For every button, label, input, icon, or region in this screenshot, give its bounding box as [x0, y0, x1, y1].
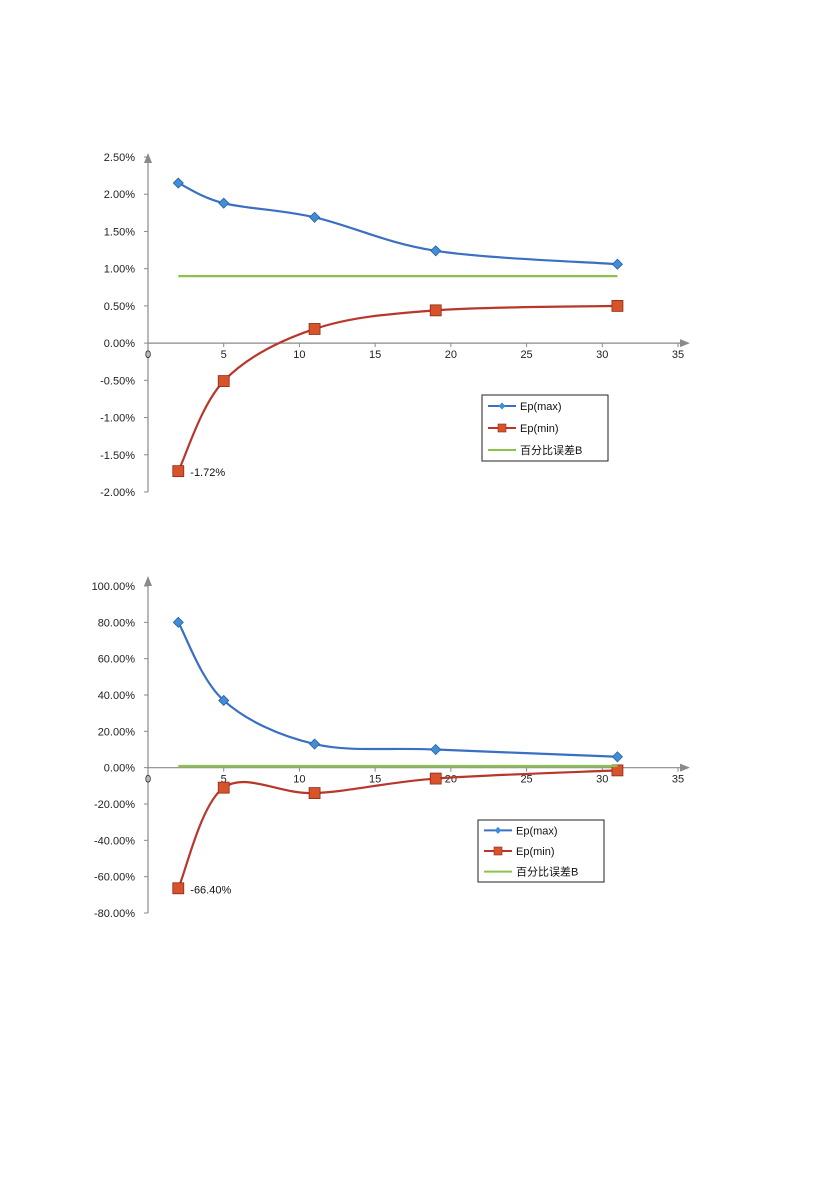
y-tick-label: 0.00%	[104, 763, 135, 775]
y-tick-label: 20.00%	[98, 726, 136, 738]
y-tick-label: -80.00%	[94, 908, 135, 920]
legend-marker-min	[497, 423, 507, 433]
data-point-min	[172, 882, 185, 895]
data-point-min	[172, 465, 185, 478]
y-tick-label: -2.00%	[100, 487, 135, 499]
y-tick-label: 1.50%	[104, 226, 135, 238]
legend-label-B: 百分比误差B	[516, 865, 578, 879]
data-point-max	[611, 258, 623, 270]
legend-label-max: Ep(max)	[520, 401, 562, 413]
series-line-min	[177, 304, 618, 472]
y-tick-label: 2.00%	[104, 189, 135, 201]
x-tick-label: 25	[520, 774, 532, 786]
y-tick-label: 60.00%	[98, 654, 136, 666]
y-axis-arrow	[144, 576, 152, 586]
y-tick-label: 0.50%	[104, 301, 135, 313]
y-tick-label: -40.00%	[94, 835, 135, 847]
x-tick-label: 20	[445, 774, 457, 786]
x-tick-label: 10	[293, 774, 305, 786]
data-point-max	[172, 177, 184, 189]
x-tick-label: 5	[221, 774, 227, 786]
x-axis-arrow	[680, 763, 690, 772]
legend-label-max: Ep(max)	[516, 825, 558, 837]
legend-label-min: Ep(min)	[516, 846, 555, 858]
x-tick-label: 35	[672, 774, 684, 786]
y-tick-label: 40.00%	[98, 690, 136, 702]
annotation-label: -66.40%	[190, 884, 231, 896]
x-tick-label: 20	[445, 349, 457, 361]
y-tick-label: 0.00%	[104, 338, 135, 350]
data-point-max	[309, 738, 321, 750]
x-tick-label: 25	[520, 349, 532, 361]
data-point-min	[429, 772, 442, 785]
data-point-max	[430, 245, 442, 257]
legend-label-B: 百分比误差B	[520, 443, 582, 457]
data-point-max	[218, 694, 230, 707]
series-line-max	[177, 621, 618, 758]
legend-marker-min	[493, 846, 503, 856]
x-tick-label: 15	[369, 774, 381, 786]
data-point-min	[308, 323, 321, 335]
legend-label-min: Ep(min)	[520, 423, 559, 435]
legend-marker-max	[498, 402, 506, 410]
x-tick-label: 30	[596, 349, 608, 361]
y-tick-label: -1.50%	[100, 450, 135, 462]
data-point-min	[429, 304, 442, 317]
x-tick-label: 5	[221, 349, 227, 361]
x-tick-label: 30	[596, 774, 608, 786]
x-tick-label: 15	[369, 349, 381, 361]
y-tick-label: 100.00%	[92, 581, 136, 593]
data-point-max	[430, 743, 442, 756]
data-point-min	[611, 299, 624, 312]
data-point-max	[611, 751, 623, 763]
y-axis-arrow	[144, 153, 152, 163]
y-tick-label: -1.00%	[100, 413, 135, 425]
x-axis-arrow	[680, 339, 690, 348]
data-point-min	[217, 781, 230, 794]
data-point-max	[172, 616, 184, 628]
y-tick-label: 80.00%	[98, 617, 136, 629]
x-tick-label: 10	[293, 349, 305, 361]
data-point-max	[309, 211, 321, 223]
data-point-min	[611, 764, 624, 777]
data-point-max	[218, 197, 230, 209]
data-point-min	[217, 375, 230, 387]
x-tick-label: 0	[145, 349, 151, 361]
data-point-min	[308, 787, 321, 799]
series-line-min	[177, 769, 618, 889]
y-tick-label: -20.00%	[94, 799, 135, 811]
y-tick-label: -0.50%	[100, 375, 135, 387]
x-tick-label: 0	[145, 774, 151, 786]
y-tick-label: 2.50%	[104, 152, 135, 164]
x-tick-label: 35	[672, 349, 684, 361]
y-tick-label: 1.00%	[104, 264, 135, 276]
annotation-label: -1.72%	[190, 467, 225, 479]
legend-marker-max	[494, 826, 502, 834]
y-tick-label: -60.00%	[94, 872, 135, 884]
